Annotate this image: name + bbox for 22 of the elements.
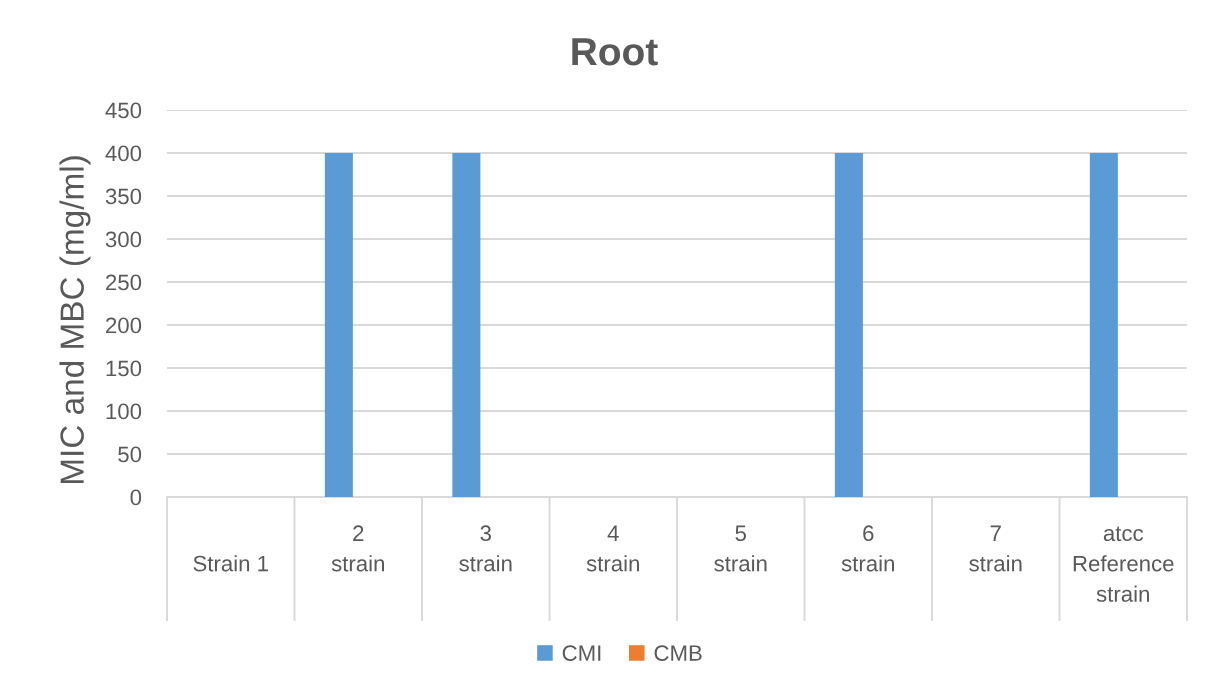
y-tick-label: 400	[105, 145, 142, 162]
y-tick-label: 450	[105, 102, 142, 119]
x-tick-label: 4 strain	[586, 525, 639, 572]
chart-title: Root	[572, 38, 658, 66]
x-tick-label: 2 strain	[331, 525, 384, 572]
x-tick-label: 3 strain	[459, 525, 512, 572]
y-tick-label: 100	[106, 403, 142, 420]
x-tick-label: Strain 1	[193, 555, 268, 572]
y-tick-label: 50	[118, 446, 142, 463]
legend-label: CMB	[654, 645, 702, 661]
x-tick-label: 6 strain	[841, 525, 894, 572]
y-tick-label: 350	[105, 188, 142, 205]
x-tick-label: 7 strain	[969, 525, 1022, 572]
x-tick-label: 5 strain	[714, 525, 767, 572]
y-tick-label: 300	[105, 231, 142, 248]
y-tick-label: 150	[106, 360, 142, 377]
legend-label: CMI	[562, 645, 601, 661]
y-tick-label: 0	[130, 489, 142, 506]
x-tick-label: atcc Reference strain	[1073, 526, 1174, 602]
y-axis-title: MIC and MBC (mg/ml)	[59, 156, 91, 484]
y-tick-label: 200	[106, 317, 142, 334]
y-tick-label: 250	[106, 274, 142, 291]
